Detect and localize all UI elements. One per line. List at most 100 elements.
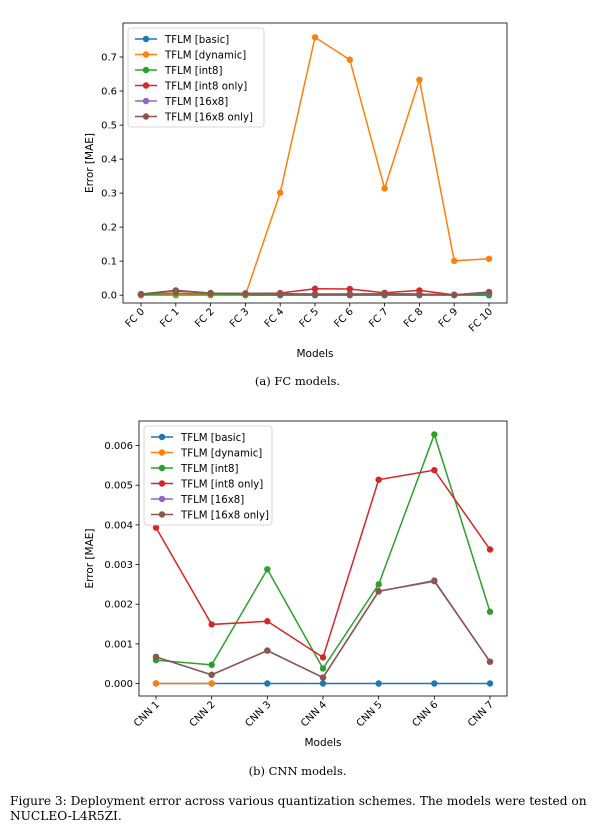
cnn-series-line <box>155 579 491 679</box>
cnn-xtick-label: CNN 5 <box>355 699 385 729</box>
cnn-legend-marker <box>158 449 166 456</box>
fc-point <box>485 255 493 262</box>
fc-legend-marker <box>142 51 150 58</box>
fc-ytick-label: 0.6 <box>101 87 117 98</box>
fc-point <box>137 290 145 298</box>
cnn-point <box>152 653 160 661</box>
fc-xtick-label: FC 6 <box>332 306 356 330</box>
fc-ytick-label: 0.1 <box>101 257 117 268</box>
cnn-legend-label: TFLM [basic] <box>180 433 245 444</box>
cnn-point <box>152 524 160 531</box>
cnn-legend-label: TFLM [dynamic] <box>180 448 262 459</box>
fc-caption: (a) FC models. <box>254 374 341 388</box>
figure-caption: Figure 3: Deployment error across variou… <box>10 794 587 823</box>
cnn-chart: 0.000 0.001 0.002 0.003 0.004 0.005 0.006 CNN 1… <box>84 420 508 749</box>
fc-point <box>346 290 353 298</box>
cnn-point <box>486 546 494 553</box>
fc-ytick-label: 0.5 <box>101 121 117 132</box>
cnn-point <box>208 671 215 678</box>
cnn-legend-marker <box>158 433 166 441</box>
cnn-caption: (b) CNN models. <box>248 764 347 778</box>
fc-legend-marker <box>142 66 150 74</box>
fc-legend-marker <box>142 82 150 89</box>
fc-legend-label: TFLM [16x8] <box>164 97 228 108</box>
cnn-point <box>319 654 327 661</box>
fc-legend-marker <box>142 97 150 105</box>
fc-point <box>311 285 319 292</box>
cnn-ytick-label: 0.005 <box>104 481 133 492</box>
cnn-xtick-label: CNN 3 <box>243 699 273 729</box>
cnn-point <box>319 665 327 672</box>
fc-point <box>207 289 214 297</box>
cnn-legend-marker <box>158 495 166 503</box>
fc-point <box>311 290 319 298</box>
fc-xtick-label: FC 0 <box>124 306 148 330</box>
cnn-point <box>431 431 438 438</box>
cnn-series-line <box>155 580 491 679</box>
cnn-point <box>375 476 382 483</box>
cnn-series-1 <box>152 680 215 687</box>
cnn-legend-label: TFLM [int8] <box>180 464 239 475</box>
fc-legend-label: TFLM [int8] <box>164 66 223 77</box>
cnn-point <box>319 680 327 687</box>
fc-legend-box <box>127 27 265 128</box>
cnn-xtick-label: CNN 2 <box>188 699 218 729</box>
fc-ytick-label: 0.7 <box>101 53 117 64</box>
cnn-xtick-label: CNN 7 <box>466 699 496 729</box>
fc-point <box>416 290 423 298</box>
fc-point <box>451 291 458 299</box>
cnn-legend: TFLM [basic] TFLM [dynamic] TFLM [int8] TFL… <box>143 425 273 526</box>
fc-point <box>485 288 493 296</box>
cnn-point <box>152 680 160 687</box>
fc-legend-label: TFLM [basic] <box>164 35 229 46</box>
cnn-ytick-label: 0.004 <box>104 520 133 531</box>
fc-y-axis-label: Error [MAE] <box>84 133 96 193</box>
cnn-xtick-label: CNN 6 <box>410 699 440 729</box>
cnn-series-5 <box>152 578 494 681</box>
fc-x-axis-label: Models <box>297 348 334 360</box>
fc-series-5 <box>137 287 493 299</box>
cnn-legend-label: TFLM [16x8 only] <box>180 510 269 521</box>
fc-point <box>381 185 388 192</box>
cnn-legend-box <box>143 425 273 526</box>
cnn-point <box>486 608 494 615</box>
fc-legend-marker <box>142 35 150 43</box>
cnn-xtick-label: CNN 4 <box>299 699 329 729</box>
fc-xtick-label: FC 8 <box>402 306 426 330</box>
fc-legend: TFLM [basic] TFLM [dynamic] TFLM [int8] TFL… <box>127 27 265 128</box>
fc-xtick-label: FC 3 <box>228 306 252 330</box>
cnn-series-2 <box>152 431 494 672</box>
cnn-legend-marker <box>158 480 166 487</box>
cnn-point <box>208 680 215 687</box>
cnn-point <box>208 661 215 669</box>
fc-ytick-label: 0.4 <box>101 155 117 166</box>
fc-ytick-label: 0.0 <box>101 291 117 302</box>
fc-legend-label: TFLM [16x8 only] <box>164 112 253 123</box>
cnn-point <box>431 680 438 687</box>
cnn-ytick-label: 0.001 <box>104 639 133 650</box>
fc-xtick-label: FC 2 <box>193 306 217 330</box>
fc-point <box>311 34 319 41</box>
fc-point <box>277 290 284 298</box>
cnn-point <box>264 680 271 687</box>
cnn-point <box>208 621 215 628</box>
cnn-legend-label: TFLM [16x8] <box>180 495 244 506</box>
fc-xtick-label: FC 1 <box>158 306 182 330</box>
cnn-point <box>375 587 382 595</box>
fc-point <box>172 287 179 294</box>
cnn-point <box>375 581 382 588</box>
cnn-point <box>486 658 494 665</box>
cnn-legend-marker <box>158 511 166 518</box>
cnn-ytick-label: 0.000 <box>104 679 133 690</box>
cnn-point <box>486 680 494 687</box>
cnn-series-3 <box>152 466 494 661</box>
cnn-y-axis-label: Error [MAE] <box>84 528 96 588</box>
fc-point <box>451 257 458 265</box>
fc-point <box>381 290 388 298</box>
fc-ytick-label: 0.3 <box>101 189 117 200</box>
fc-xtick-label: FC 7 <box>367 306 391 330</box>
fc-point <box>346 285 353 293</box>
fc-point <box>346 56 353 63</box>
fc-legend-label: TFLM [int8 only] <box>164 81 247 92</box>
fc-point <box>242 290 249 297</box>
